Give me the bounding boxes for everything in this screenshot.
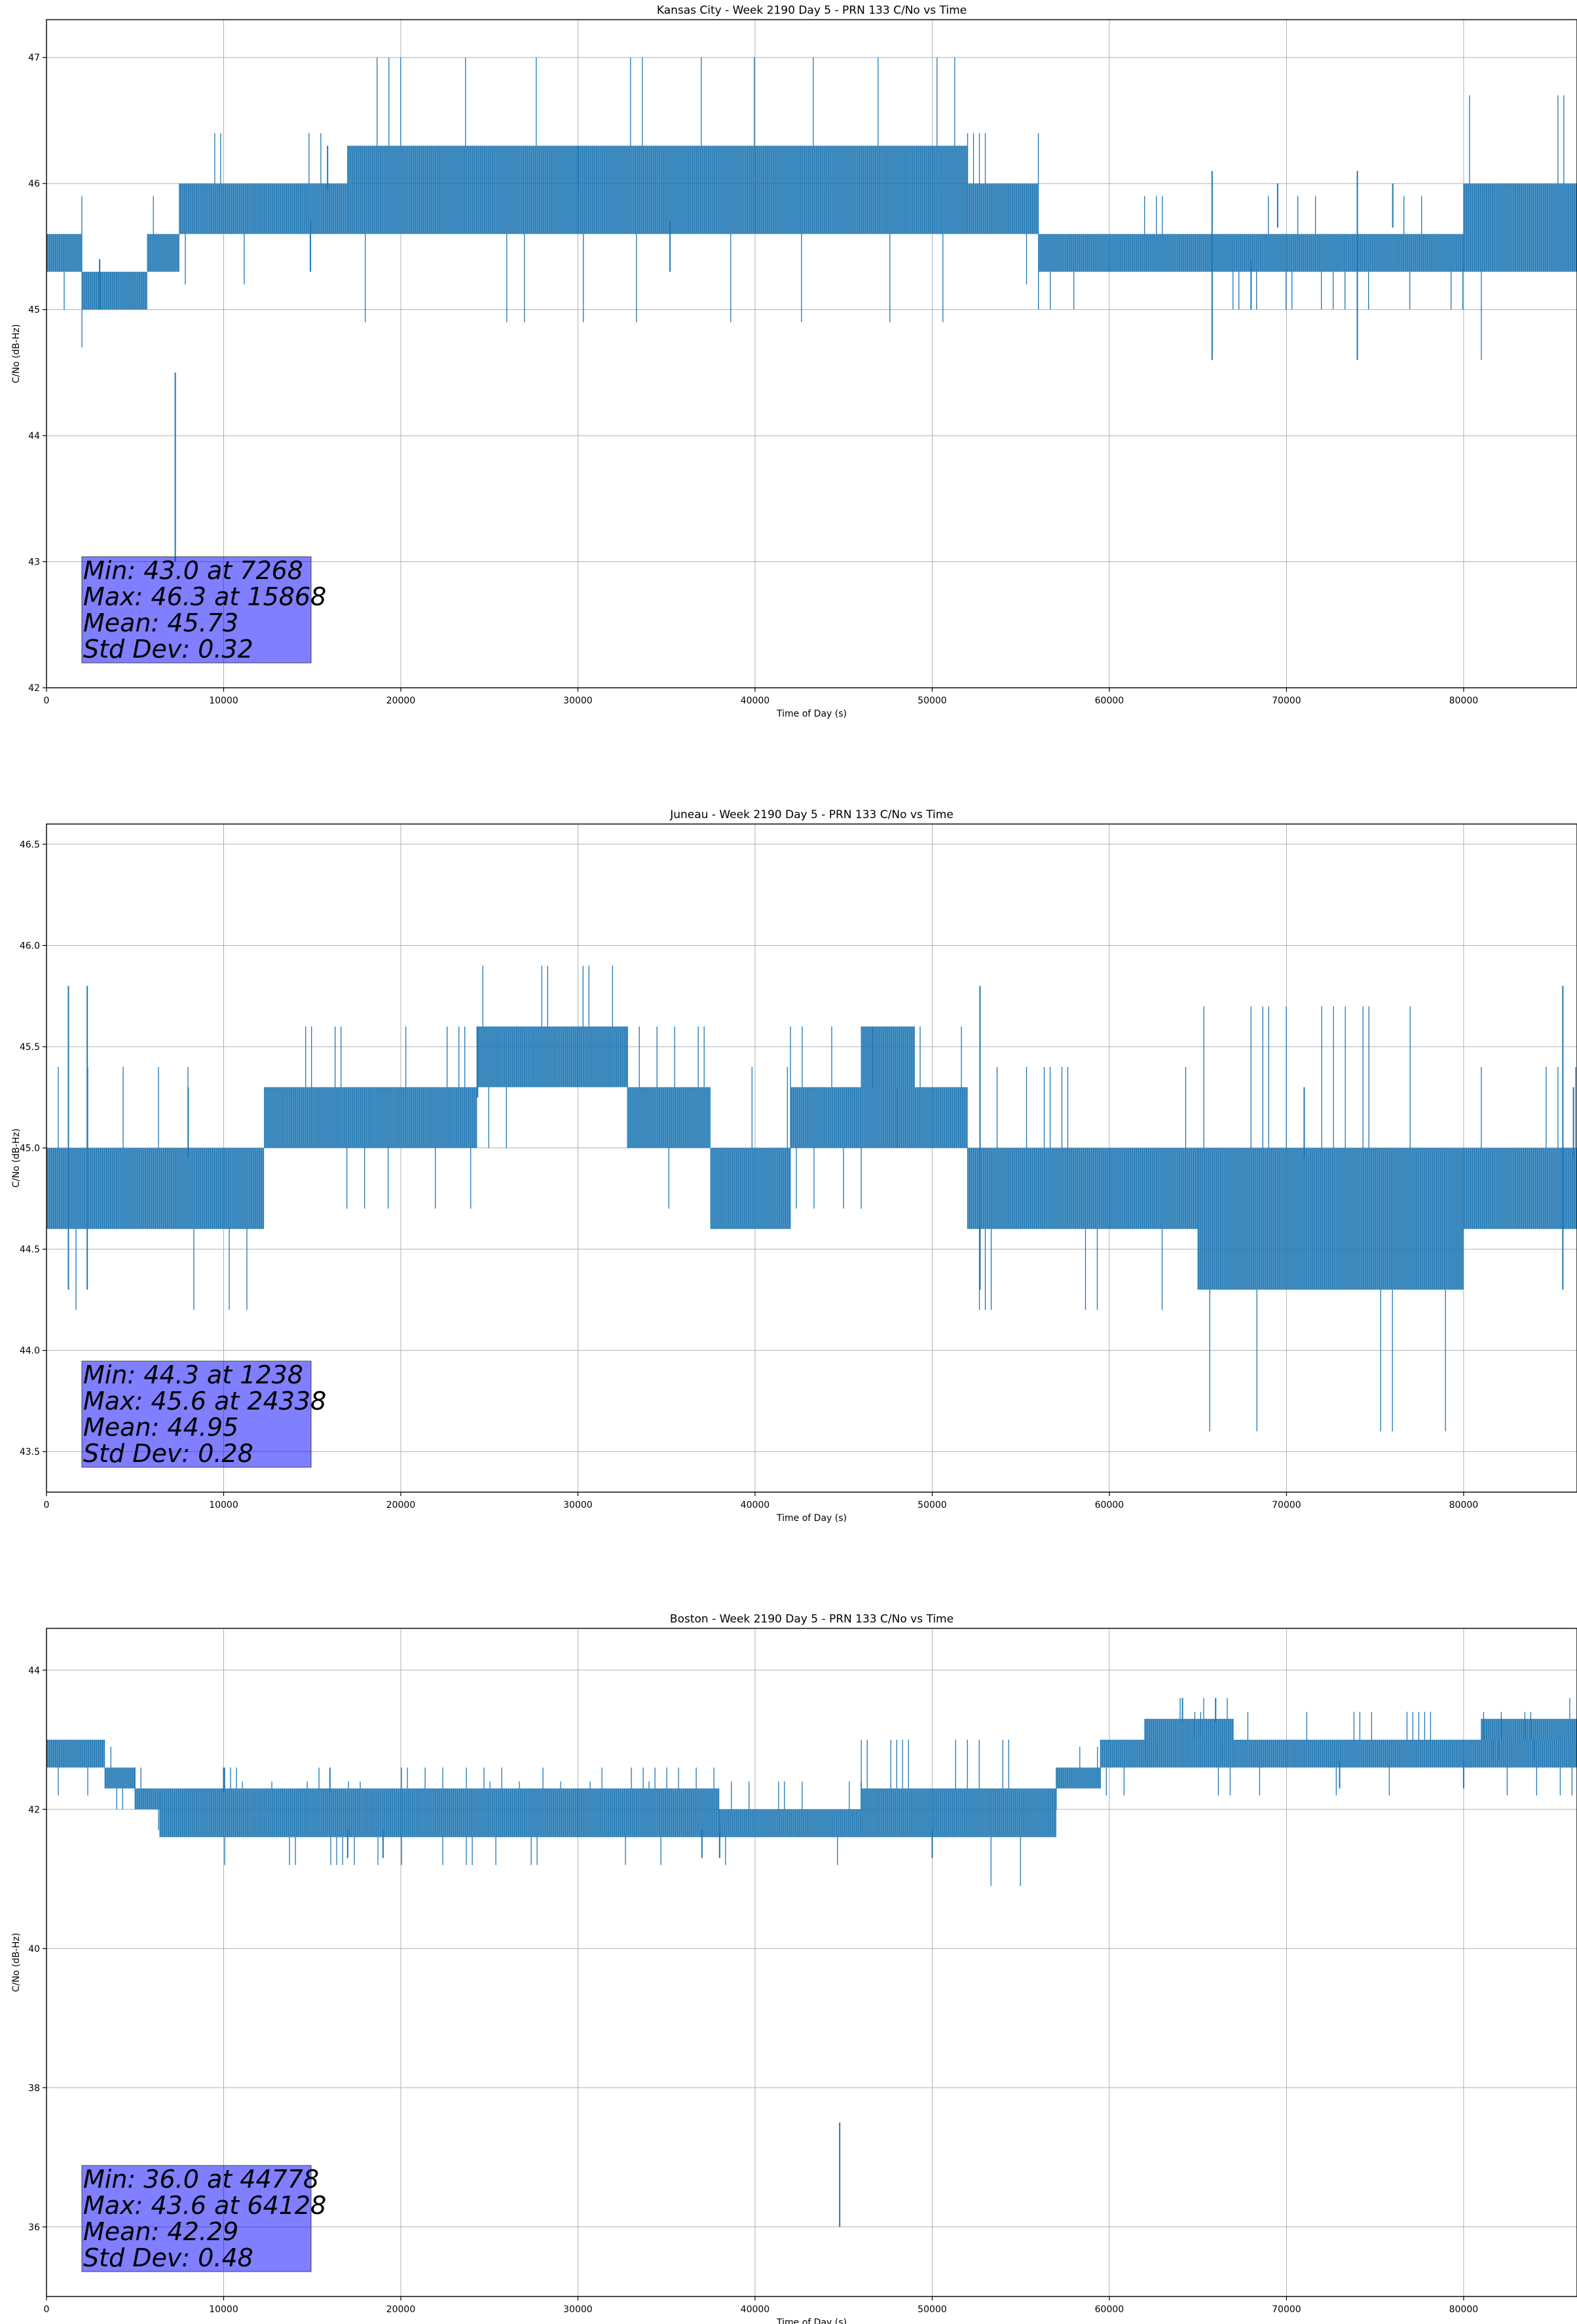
x-tick-label: 70000 [1272, 696, 1301, 706]
stats-box [81, 556, 312, 664]
stats-box [81, 2165, 312, 2272]
stats-line: Max: 45.6 at 24338 [83, 1387, 326, 1415]
y-tick-label: 43.5 [20, 1447, 40, 1457]
y-tick-label: 43 [28, 557, 40, 568]
x-tick-label: 80000 [1449, 1500, 1479, 1510]
x-tick-label: 60000 [1095, 2304, 1124, 2315]
stats-line: Std Dev: 0.48 [83, 2243, 253, 2272]
y-tick-label: 36 [28, 2222, 40, 2233]
x-tick-label: 30000 [563, 1500, 593, 1510]
stats-line: Min: 36.0 at 44778 [83, 2165, 319, 2194]
stats-line: Std Dev: 0.28 [83, 1439, 253, 1468]
chart-panel: 0 10000 20000 30000 40000 50000 60000 70000 8000… [11, 808, 1577, 1524]
stats-line: Std Dev: 0.32 [83, 635, 253, 664]
x-tick-label: 20000 [386, 2304, 416, 2315]
x-axis-label: Time of Day (s) [776, 709, 847, 719]
series-line [46, 57, 1577, 562]
y-tick-label: 45.5 [20, 1042, 40, 1053]
chart-title: Juneau - Week 2190 Day 5 - PRN 133 C/No … [669, 808, 954, 821]
plot-frame [46, 19, 1577, 688]
y-tick-label: 40 [28, 1944, 40, 1955]
stats-line: Min: 43.0 at 7268 [83, 556, 303, 585]
x-tick-label: 80000 [1449, 2304, 1479, 2315]
x-tick-label: 40000 [741, 2304, 770, 2315]
y-tick-label: 45 [28, 305, 40, 316]
chart-panel: 0 10000 20000 30000 40000 50000 60000 70000 8000… [11, 1613, 1577, 2324]
x-tick-label: 20000 [386, 696, 416, 706]
x-axis-label: Time of Day (s) [776, 2317, 847, 2324]
chart-title: Boston - Week 2190 Day 5 - PRN 133 C/No … [670, 1613, 954, 1626]
x-tick-label: 10000 [209, 1500, 238, 1510]
y-tick-label: 42 [28, 683, 40, 694]
x-tick-label: 60000 [1095, 1500, 1124, 1510]
x-tick-label: 70000 [1272, 2304, 1301, 2315]
series-band [46, 57, 1577, 360]
y-tick-label: 46 [28, 179, 40, 189]
x-tick-label: 0 [44, 2304, 50, 2315]
y-tick-label: 38 [28, 2083, 40, 2093]
stats-line: Mean: 44.95 [83, 1413, 238, 1442]
y-tick-label: 44 [28, 431, 40, 441]
x-axis-label: Time of Day (s) [776, 1513, 847, 1524]
y-tick-label: 42 [28, 1805, 40, 1815]
x-tick-label: 50000 [918, 2304, 947, 2315]
y-tick-label: 44.5 [20, 1245, 40, 1255]
y-axis-label: C/No (dB-Hz) [11, 1933, 22, 1992]
y-axis-label: C/No (dB-Hz) [11, 1129, 22, 1188]
series-band [46, 1698, 1577, 1886]
x-tick-label: 0 [44, 696, 50, 706]
chart-panel: 0 10000 20000 30000 40000 50000 60000 70000 8000… [11, 4, 1577, 719]
x-tick-label: 20000 [386, 1500, 416, 1510]
x-tick-label: 40000 [741, 1500, 770, 1510]
stats-line: Mean: 42.29 [83, 2217, 238, 2246]
stats-line: Max: 43.6 at 64128 [83, 2191, 326, 2220]
x-tick-label: 0 [44, 1500, 50, 1510]
y-axis-label: C/No (dB-Hz) [11, 324, 22, 383]
plot-frame [46, 1628, 1577, 2297]
series-line [46, 1698, 1577, 2227]
x-tick-label: 50000 [918, 696, 947, 706]
x-tick-label: 10000 [209, 696, 238, 706]
y-tick-label: 45.0 [20, 1144, 40, 1154]
x-tick-label: 80000 [1449, 696, 1479, 706]
plot-frame [46, 823, 1577, 1493]
series-band [46, 965, 1577, 1432]
y-tick-label: 46.5 [20, 840, 40, 850]
stats-line: Mean: 45.73 [83, 609, 238, 637]
x-tick-label: 60000 [1095, 696, 1124, 706]
y-tick-label: 47 [28, 53, 40, 64]
x-tick-label: 70000 [1272, 1500, 1301, 1510]
y-tick-label: 44 [28, 1666, 40, 1676]
x-tick-label: 10000 [209, 2304, 238, 2315]
stats-box [81, 1360, 312, 1468]
stats-line: Max: 46.3 at 15868 [83, 582, 326, 611]
x-tick-label: 40000 [741, 696, 770, 706]
x-tick-label: 30000 [563, 696, 593, 706]
y-tick-label: 46.0 [20, 941, 40, 951]
y-tick-label: 44.0 [20, 1346, 40, 1357]
chart-title: Kansas City - Week 2190 Day 5 - PRN 133 … [657, 4, 967, 17]
x-tick-label: 50000 [918, 1500, 947, 1510]
x-tick-label: 30000 [563, 2304, 593, 2315]
stats-line: Min: 44.3 at 1238 [83, 1360, 303, 1389]
series-line [46, 965, 1577, 1432]
